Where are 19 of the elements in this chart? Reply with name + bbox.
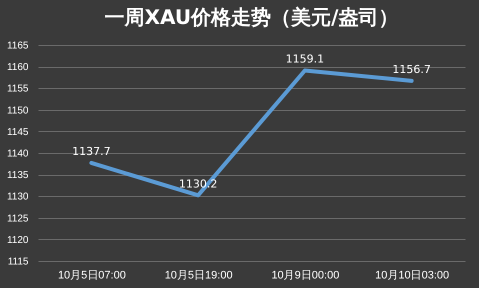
data-label: 1156.7 <box>392 62 431 76</box>
y-tick-label: 1140 <box>6 148 29 160</box>
y-tick-label: 1135 <box>6 170 29 182</box>
y-tick-label: 1120 <box>6 234 29 246</box>
x-tick-label: 10月9日00:00 <box>271 270 340 282</box>
x-tick-label: 10月10日03:00 <box>375 270 450 282</box>
y-tick-label: 1130 <box>6 192 29 203</box>
y-tick-label: 1145 <box>6 126 29 138</box>
x-tick-label: 10月5日07:00 <box>58 270 126 282</box>
y-tick-label: 1155 <box>6 84 29 95</box>
y-tick-label: 1115 <box>8 256 29 268</box>
x-tick-label: 10月5日19:00 <box>164 270 233 282</box>
data-label: 1159.1 <box>286 52 324 66</box>
y-tick-label: 1160 <box>6 62 29 74</box>
y-tick-label: 1125 <box>6 213 29 224</box>
chart-title: 一周XAU价格走势（美元/盎司） <box>104 5 398 29</box>
y-tick-label: 1165 <box>6 40 29 52</box>
data-label: 1137.7 <box>72 144 111 158</box>
y-tick-label: 1150 <box>6 105 29 116</box>
